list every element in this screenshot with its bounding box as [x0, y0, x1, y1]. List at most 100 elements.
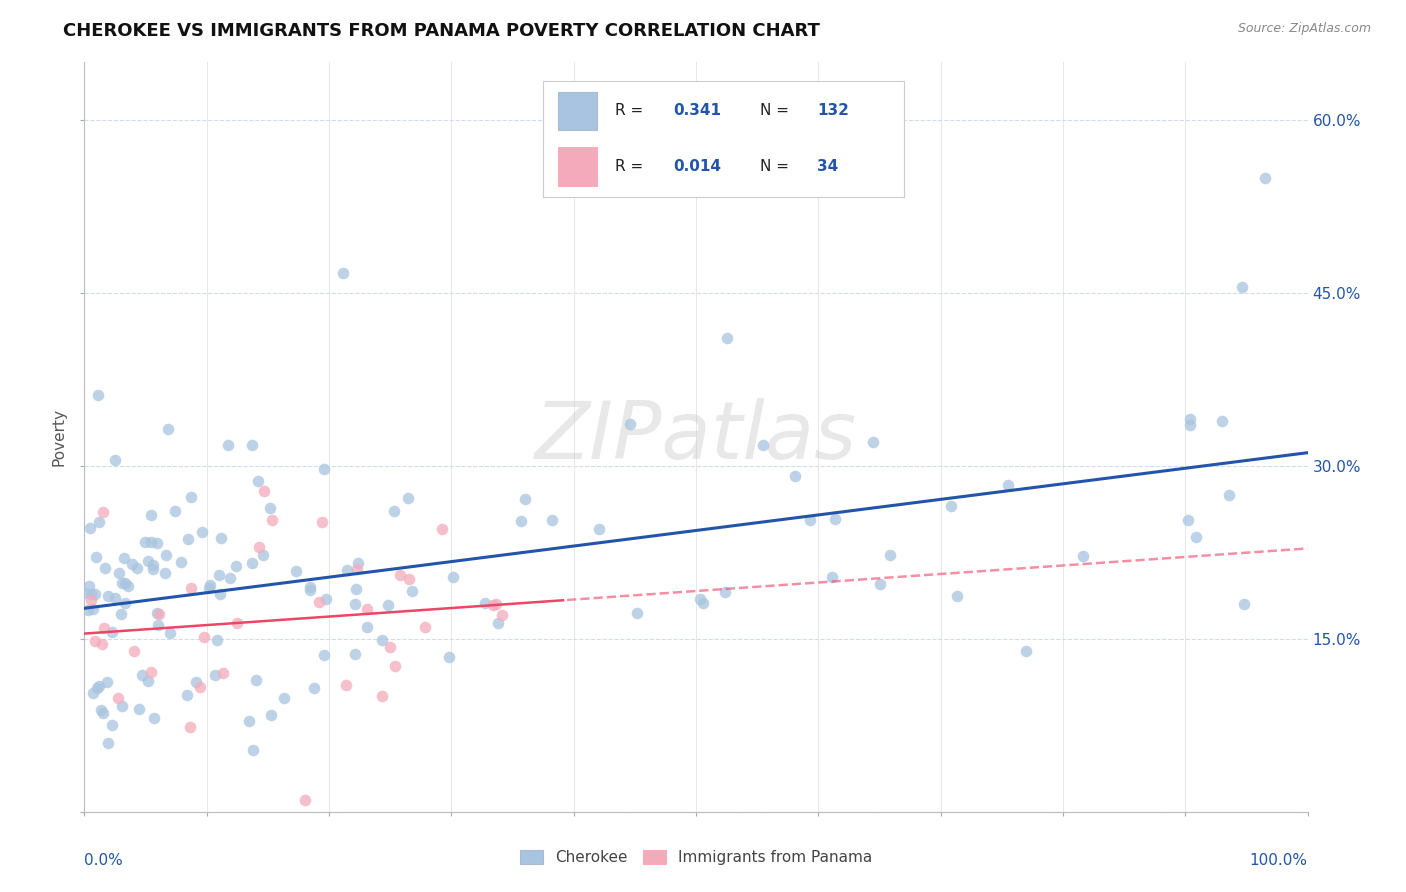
Point: [824, 511, 846, 525]
Point: [997, 478, 1019, 492]
Point: [134, 535, 156, 549]
Point: [821, 570, 844, 584]
Point: [177, 532, 200, 546]
Point: [370, 633, 392, 648]
Point: [110, 698, 132, 713]
Point: [284, 565, 307, 579]
Point: [314, 648, 336, 662]
Point: [513, 491, 536, 506]
Point: [141, 665, 163, 679]
Point: [619, 417, 641, 431]
Point: [142, 558, 165, 573]
Point: [142, 711, 165, 725]
Point: [1253, 170, 1275, 185]
Point: [752, 438, 775, 452]
Point: [371, 689, 394, 703]
Point: [482, 599, 505, 613]
Point: [259, 500, 281, 515]
Point: [136, 554, 159, 568]
Point: [87, 516, 110, 530]
Point: [259, 708, 281, 723]
Point: [262, 513, 284, 527]
Point: [79, 521, 101, 535]
Point: [208, 568, 231, 582]
Point: [198, 581, 221, 595]
Point: [131, 668, 153, 682]
Point: [344, 597, 367, 611]
Point: [180, 581, 202, 595]
Point: [1015, 644, 1038, 658]
Point: [946, 589, 969, 603]
Point: [179, 720, 201, 734]
Point: [298, 580, 321, 594]
Point: [86, 681, 108, 696]
Point: [107, 566, 129, 581]
Text: ZIPatlas: ZIPatlas: [534, 398, 858, 476]
Point: [398, 572, 420, 586]
Point: [335, 678, 357, 692]
Point: [413, 620, 436, 634]
Point: [312, 462, 335, 476]
Point: [114, 596, 136, 610]
Point: [1180, 412, 1202, 426]
Point: [110, 607, 132, 621]
Point: [356, 620, 378, 634]
Point: [626, 606, 648, 620]
Point: [311, 515, 333, 529]
Point: [1073, 549, 1095, 563]
Point: [225, 559, 247, 574]
Point: [209, 587, 232, 601]
Point: [139, 508, 162, 523]
Point: [204, 668, 226, 682]
Point: [347, 557, 370, 571]
Point: [96, 675, 118, 690]
Point: [714, 585, 737, 599]
Point: [941, 499, 963, 513]
Text: 100.0%: 100.0%: [1250, 853, 1308, 868]
Point: [308, 595, 330, 609]
Point: [82, 686, 104, 700]
Point: [336, 563, 359, 577]
Point: [862, 435, 884, 450]
Point: [104, 452, 127, 467]
Point: [87, 387, 110, 401]
Point: [170, 555, 193, 569]
Point: [346, 561, 368, 575]
Point: [1185, 530, 1208, 544]
Point: [114, 576, 136, 591]
Point: [1218, 488, 1240, 502]
Point: [299, 583, 322, 598]
Point: [193, 630, 215, 644]
Point: [190, 525, 212, 540]
Point: [157, 422, 180, 436]
Point: [75, 586, 97, 600]
Point: [112, 550, 135, 565]
Point: [396, 491, 419, 506]
Point: [159, 625, 181, 640]
Point: [90, 703, 112, 717]
Point: [117, 579, 139, 593]
Point: [155, 566, 177, 580]
Point: [1233, 597, 1256, 611]
Point: [486, 615, 509, 630]
Point: [211, 666, 233, 681]
Point: [240, 438, 263, 452]
Point: [869, 577, 891, 591]
Point: [238, 714, 260, 728]
Point: [125, 561, 148, 575]
Point: [491, 608, 513, 623]
Point: [80, 587, 103, 601]
Point: [332, 266, 354, 280]
Point: [401, 584, 423, 599]
Point: [245, 673, 267, 688]
Point: [77, 579, 100, 593]
Text: Source: ZipAtlas.com: Source: ZipAtlas.com: [1237, 22, 1371, 36]
Point: [145, 536, 167, 550]
Point: [692, 596, 714, 610]
Point: [90, 637, 112, 651]
Point: [439, 650, 461, 665]
Point: [315, 592, 337, 607]
Point: [148, 607, 170, 622]
Point: [384, 504, 406, 518]
Point: [1230, 280, 1253, 294]
